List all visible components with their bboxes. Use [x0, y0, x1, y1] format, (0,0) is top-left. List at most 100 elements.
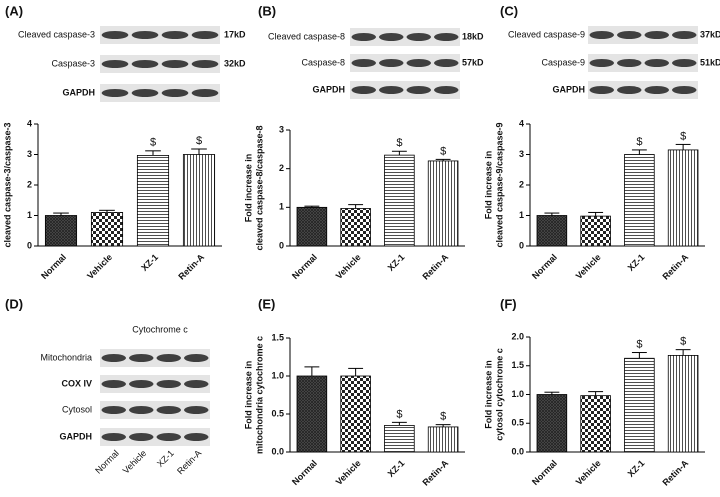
y-tick-label: 4	[27, 118, 32, 128]
y-tick-label: 0	[279, 240, 284, 250]
blot-size: 17kD	[224, 29, 246, 39]
blot-band	[351, 86, 376, 94]
blot-row-label: GAPDH	[59, 431, 92, 441]
blot-band	[156, 354, 181, 362]
blot-band	[589, 59, 614, 67]
significance-marker: $	[680, 336, 686, 348]
y-axis-label: mitochondria cytochrome c	[254, 336, 264, 454]
blot-band	[672, 31, 697, 39]
blot-strip	[350, 81, 460, 99]
blot-strip	[100, 375, 210, 393]
blot-strip	[588, 81, 698, 99]
bar	[427, 160, 459, 247]
y-tick-label: 0.0	[511, 446, 524, 456]
y-axis-label: Fold increase in	[483, 151, 493, 220]
blot-strip	[100, 349, 210, 367]
significance-marker: $	[396, 408, 402, 420]
error-bar	[544, 212, 560, 216]
x-tick-label: Vehicle	[574, 252, 603, 281]
blot-size: 37kD	[700, 29, 720, 39]
y-axis-label: cytosol cytochrome c	[494, 348, 504, 441]
panel-label: (B)	[258, 3, 276, 18]
blot-row-label: COX IV	[61, 378, 92, 388]
error-bar	[348, 367, 364, 376]
significance-marker: $	[440, 145, 446, 157]
blot-band	[617, 31, 642, 39]
error-bar	[391, 421, 407, 426]
blot-band	[184, 354, 209, 362]
y-tick-label: 0.0	[271, 446, 284, 456]
x-tick-label: XZ-1	[139, 252, 160, 273]
y-axis-label: cleaved caspase-3/caspase-3	[2, 122, 12, 247]
y-axis-label: Fold increase in	[483, 360, 493, 429]
y-tick-label: 1.5	[511, 360, 524, 370]
blot-band	[129, 380, 154, 388]
blot-band	[191, 60, 219, 68]
blot-band	[101, 433, 126, 441]
x-tick-label: Retin-A	[421, 458, 451, 488]
x-tick-label: Vehicle	[574, 458, 603, 487]
lane-label: Normal	[93, 448, 121, 476]
blot-strip	[350, 28, 460, 46]
blot-row-label: Mitochondria	[40, 352, 92, 362]
error-bar	[675, 143, 691, 150]
blot-band	[379, 86, 404, 94]
blot-strip	[100, 428, 210, 446]
blot-band	[434, 59, 459, 67]
y-tick-label: 3	[27, 149, 32, 159]
significance-marker: $	[440, 411, 446, 423]
bar	[536, 394, 568, 453]
x-tick-label: Normal	[290, 252, 319, 281]
blot-band	[131, 89, 159, 97]
blot-row-label: Cleaved caspase-3	[18, 29, 95, 39]
blot-band	[101, 354, 126, 362]
significance-marker: $	[196, 135, 202, 147]
y-tick-label: 3	[279, 124, 284, 134]
y-tick-label: 1.5	[271, 332, 284, 342]
blot-row-label: GAPDH	[62, 87, 95, 97]
blot-band	[156, 380, 181, 388]
blot-band	[589, 31, 614, 39]
y-tick-label: 0.5	[511, 418, 524, 428]
blot-band	[184, 380, 209, 388]
bar	[296, 375, 328, 453]
y-axis-label: cleaved caspase-9/caspase-9	[494, 122, 504, 247]
blot-band	[672, 59, 697, 67]
y-tick-label: 1	[519, 210, 524, 220]
blot-row-label: Cytosol	[62, 404, 92, 414]
y-tick-label: 4	[519, 118, 524, 128]
blot-size: 18kD	[462, 31, 484, 41]
bar	[427, 426, 459, 453]
significance-marker: $	[396, 137, 402, 149]
blot-row-label: Caspase-3	[51, 58, 95, 68]
blot-strip	[588, 54, 698, 72]
x-tick-label: Vehicle	[334, 458, 363, 487]
significance-marker: $	[636, 136, 642, 148]
error-bar	[588, 211, 604, 217]
blot-band	[406, 33, 431, 41]
x-tick-label: Normal	[39, 252, 68, 281]
lane-label: Retin-A	[175, 448, 203, 476]
error-bar	[435, 158, 451, 161]
error-bar	[99, 209, 115, 213]
blot-band	[644, 86, 669, 94]
panel-label: (D)	[5, 296, 23, 311]
blot-band	[672, 86, 697, 94]
y-axis-label: Fold increase in	[243, 361, 253, 430]
x-tick-label: XZ-1	[386, 458, 407, 479]
blot-strip	[100, 55, 220, 73]
blot-band	[161, 31, 189, 39]
x-tick-label: XZ-1	[626, 458, 647, 479]
blot-row-label: GAPDH	[312, 84, 345, 94]
blot-row-label: GAPDH	[552, 84, 585, 94]
error-bar	[391, 150, 407, 156]
blot-band	[406, 86, 431, 94]
blot-band	[156, 406, 181, 414]
blot-size: 57kD	[462, 57, 484, 67]
blot-band	[191, 89, 219, 97]
bar	[536, 215, 568, 247]
blot-strip	[100, 84, 220, 102]
blot-band	[406, 59, 431, 67]
error-bar	[304, 366, 320, 376]
y-tick-label: 2	[27, 179, 32, 189]
